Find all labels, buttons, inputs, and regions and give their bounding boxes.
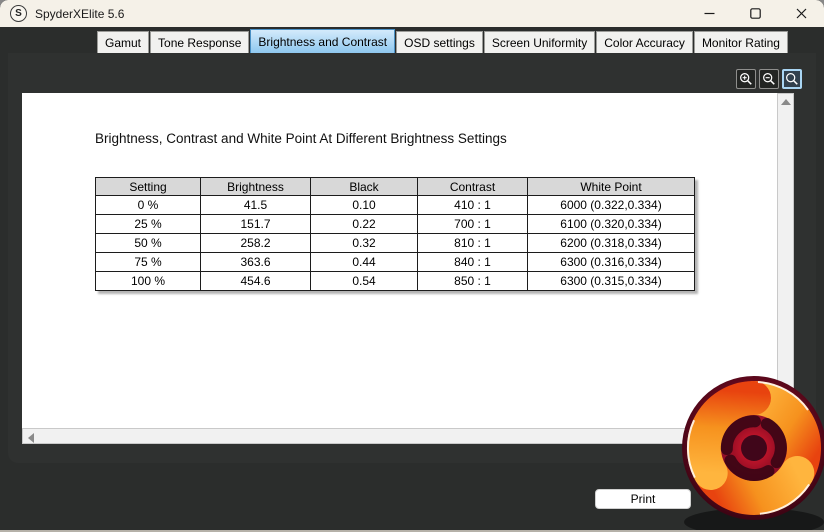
- window-title: SpyderXElite 5.6: [35, 6, 125, 21]
- cell: 0 %: [95, 195, 201, 215]
- cell: 840 : 1: [417, 252, 528, 272]
- window-controls: [686, 0, 824, 27]
- magnifier-tool-button[interactable]: [782, 69, 802, 89]
- col-header-brightness: Brightness: [200, 177, 311, 196]
- cell: 6100 (0.320,0.334): [527, 214, 695, 234]
- brightness-contrast-table: Setting Brightness Black Contrast White …: [95, 177, 695, 291]
- print-button[interactable]: Print: [595, 489, 691, 509]
- cell: 0.22: [310, 214, 418, 234]
- tab-osd-settings[interactable]: OSD settings: [396, 31, 483, 53]
- zoom-in-button[interactable]: [736, 69, 756, 89]
- col-header-setting: Setting: [95, 177, 201, 196]
- col-header-black: Black: [310, 177, 418, 196]
- tab-screen-uniformity[interactable]: Screen Uniformity: [483, 31, 596, 53]
- zoom-in-icon: [740, 73, 752, 85]
- tab-color-accuracy[interactable]: Color Accuracy: [596, 31, 693, 53]
- horizontal-scrollbar[interactable]: [22, 428, 777, 444]
- tab-monitor-rating[interactable]: Monitor Rating: [693, 31, 788, 53]
- cell: 25 %: [95, 214, 201, 234]
- minimize-button[interactable]: [686, 0, 732, 27]
- cell: 0.32: [310, 233, 418, 253]
- cell: 75 %: [95, 252, 201, 272]
- scroll-up-arrow-icon[interactable]: [780, 99, 791, 105]
- zoom-out-button[interactable]: [759, 69, 779, 89]
- close-button[interactable]: [778, 0, 824, 27]
- cell: 454.6: [200, 271, 311, 291]
- close-icon: [796, 8, 806, 19]
- cell: 0.10: [310, 195, 418, 215]
- titlebar: S SpyderXElite 5.6: [0, 0, 824, 27]
- cell: 0.44: [310, 252, 418, 272]
- table-row: 50 % 258.2 0.32 810 : 1 6200 (0.318,0.33…: [95, 233, 695, 253]
- table-row: 25 % 151.7 0.22 700 : 1 6100 (0.320,0.33…: [95, 214, 695, 234]
- tab-gamut[interactable]: Gamut: [97, 31, 150, 53]
- scroll-left-arrow-icon[interactable]: [28, 433, 34, 443]
- cell: 6300 (0.316,0.334): [527, 252, 695, 272]
- tab-tone-response[interactable]: Tone Response: [150, 31, 250, 53]
- col-header-contrast: Contrast: [417, 177, 528, 196]
- magnifier-icon: [786, 73, 798, 85]
- maximize-button[interactable]: [732, 0, 778, 27]
- minimize-icon: [704, 12, 714, 15]
- cell: 6200 (0.318,0.334): [527, 233, 695, 253]
- report-title: Brightness, Contrast and White Point At …: [95, 131, 507, 146]
- cell: 363.6: [200, 252, 311, 272]
- maximize-icon: [749, 8, 761, 19]
- table-row: 75 % 363.6 0.44 840 : 1 6300 (0.316,0.33…: [95, 252, 695, 272]
- cell: 6300 (0.315,0.334): [527, 271, 695, 291]
- cell: 0.54: [310, 271, 418, 291]
- table-row: 0 % 41.5 0.10 410 : 1 6000 (0.322,0.334): [95, 195, 695, 215]
- cell: 700 : 1: [417, 214, 528, 234]
- cell: 50 %: [95, 233, 201, 253]
- cell: 151.7: [200, 214, 311, 234]
- zoom-out-icon: [763, 73, 775, 85]
- cell: 850 : 1: [417, 271, 528, 291]
- zoom-toolbar: [733, 69, 802, 89]
- cell: 810 : 1: [417, 233, 528, 253]
- table-header-row: Setting Brightness Black Contrast White …: [95, 177, 695, 196]
- table-row: 100 % 454.6 0.54 850 : 1 6300 (0.315,0.3…: [95, 271, 695, 291]
- cell: 41.5: [200, 195, 311, 215]
- report-page: Brightness, Contrast and White Point At …: [22, 93, 777, 428]
- col-header-white-point: White Point: [527, 177, 695, 196]
- cell: 6000 (0.322,0.334): [527, 195, 695, 215]
- cell: 258.2: [200, 233, 311, 253]
- spyder-app-icon: S: [10, 5, 27, 22]
- tab-brightness-and-contrast[interactable]: Brightness and Contrast: [250, 29, 396, 53]
- tab-bar: Gamut Tone Response Brightness and Contr…: [97, 29, 789, 53]
- cell: 100 %: [95, 271, 201, 291]
- kitguru-logo: [682, 376, 824, 530]
- cell: 410 : 1: [417, 195, 528, 215]
